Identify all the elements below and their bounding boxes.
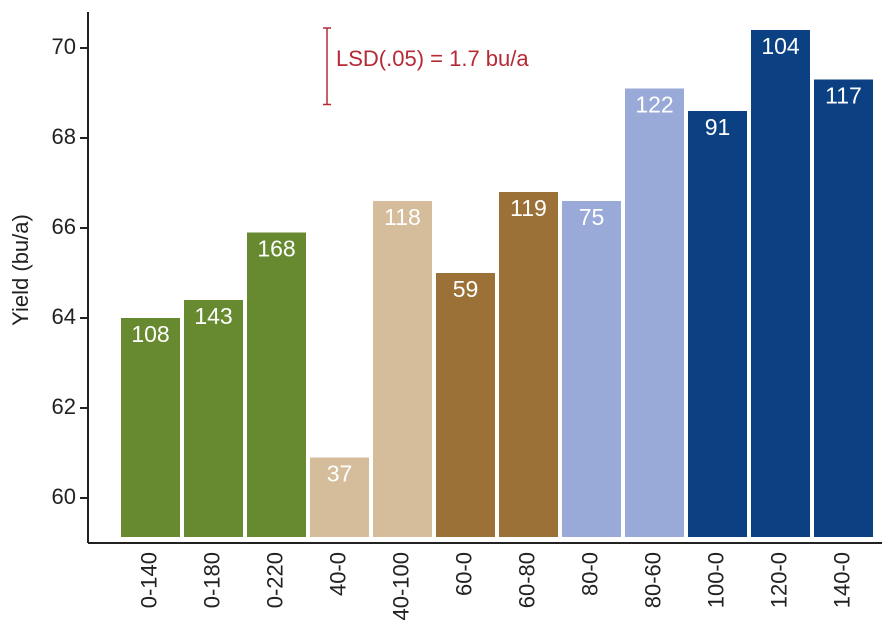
bar xyxy=(436,273,495,537)
y-tick-label: 60 xyxy=(52,484,76,509)
bar xyxy=(625,88,684,537)
y-tick-label: 70 xyxy=(52,34,76,59)
y-tick-label: 66 xyxy=(52,214,76,239)
x-tick-label: 0-180 xyxy=(199,552,224,608)
bar xyxy=(562,201,621,537)
x-tick-label: 40-100 xyxy=(388,552,413,621)
bar xyxy=(184,300,243,537)
y-tick-label: 64 xyxy=(52,304,76,329)
bar-label: 168 xyxy=(257,236,295,262)
bar-label: 91 xyxy=(705,114,731,140)
bar xyxy=(499,192,558,537)
bar-label: 59 xyxy=(453,276,479,302)
x-tick-label: 0-220 xyxy=(262,552,287,608)
bar xyxy=(814,79,873,537)
bar xyxy=(121,318,180,537)
bar xyxy=(310,457,369,537)
y-tick-label: 62 xyxy=(52,394,76,419)
bar-label: 119 xyxy=(510,195,547,221)
y-axis-label: Yield (bu/a) xyxy=(8,214,33,326)
x-tick-label: 60-80 xyxy=(514,552,539,608)
bar xyxy=(751,30,810,537)
bar xyxy=(373,201,432,537)
x-tick-label: 100-0 xyxy=(703,552,728,608)
x-tick-label: 80-60 xyxy=(640,552,665,608)
bar xyxy=(688,111,747,537)
bar-label: 118 xyxy=(384,204,421,230)
x-tick-label: 140-0 xyxy=(829,552,854,608)
y-tick-label: 68 xyxy=(52,124,76,149)
x-tick-label: 0-140 xyxy=(136,552,161,608)
bar xyxy=(247,232,306,537)
x-tick-label: 40-0 xyxy=(325,552,350,596)
bar-label: 108 xyxy=(131,321,169,347)
bar-label: 75 xyxy=(579,204,605,230)
bar-label: 117 xyxy=(825,83,862,109)
x-tick-label: 80-0 xyxy=(577,552,602,596)
bar-label: 104 xyxy=(761,33,800,59)
lsd-label: LSD(.05) = 1.7 bu/a xyxy=(336,46,529,71)
bar-label: 122 xyxy=(635,92,673,118)
x-tick-label: 60-0 xyxy=(451,552,476,596)
x-tick-label: 120-0 xyxy=(766,552,791,608)
bar-label: 37 xyxy=(327,461,353,487)
bar-label: 143 xyxy=(194,303,232,329)
